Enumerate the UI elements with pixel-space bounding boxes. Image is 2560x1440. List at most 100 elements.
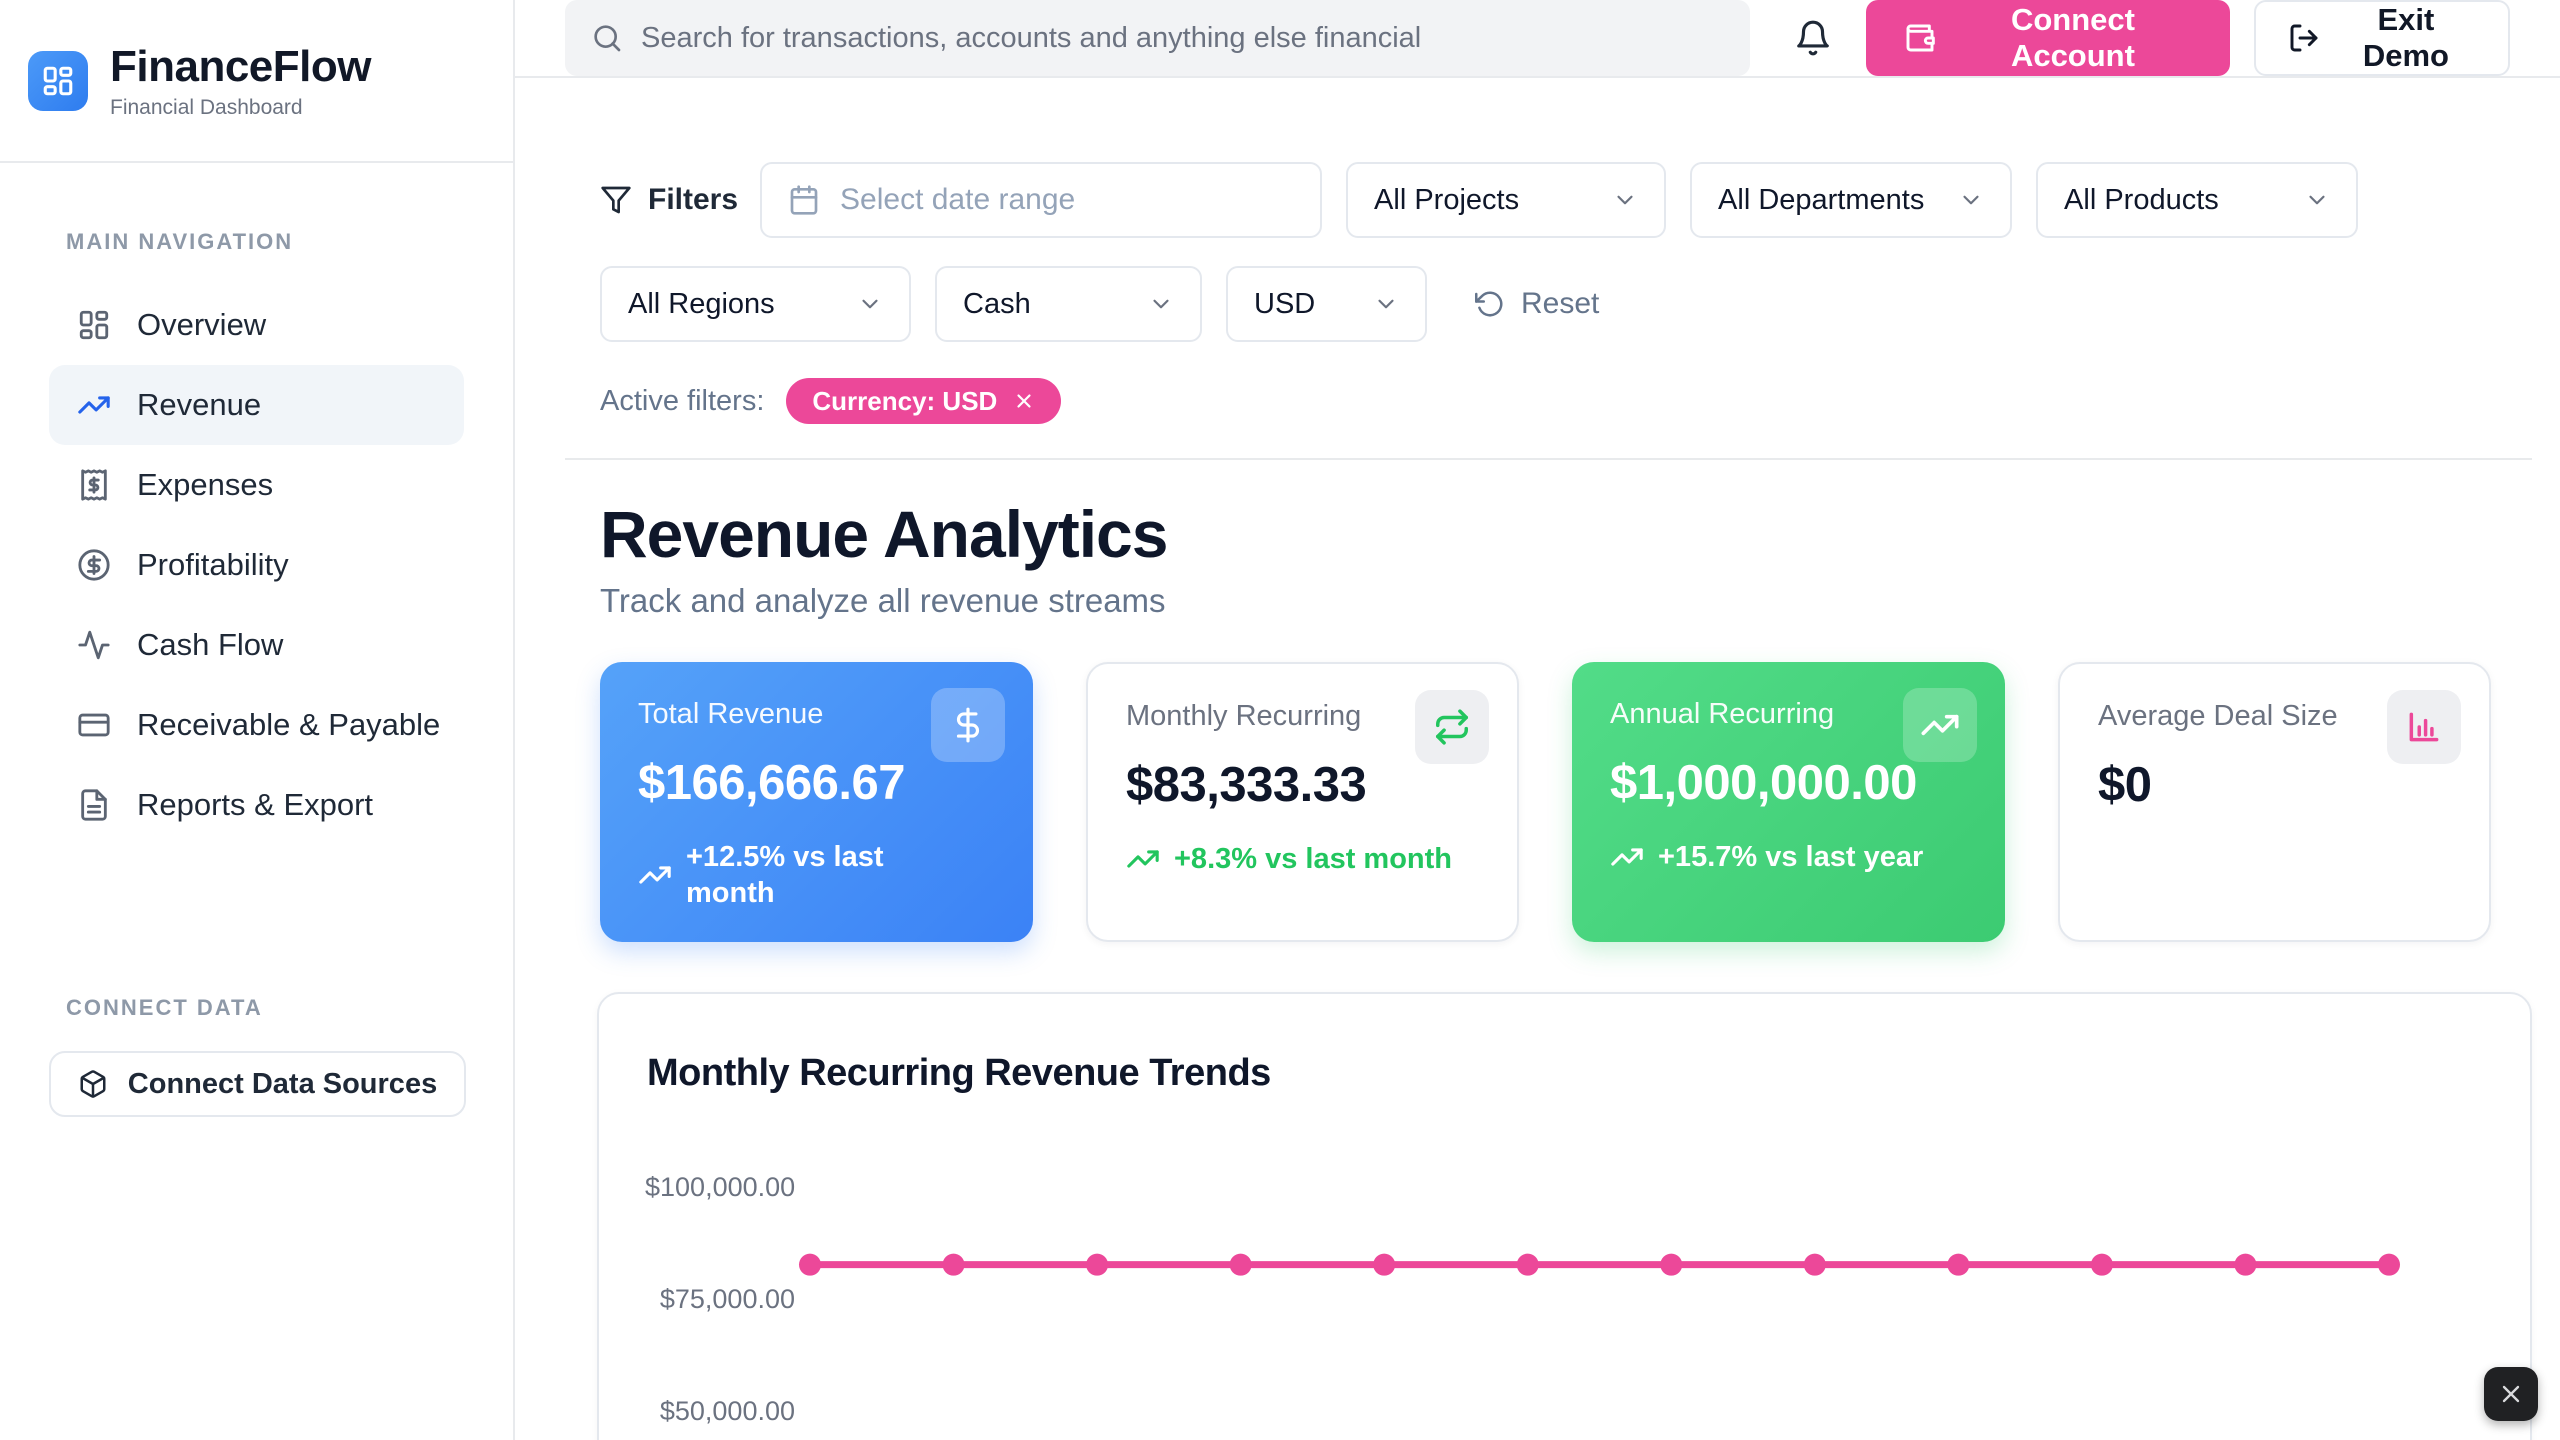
calendar-icon bbox=[788, 184, 820, 216]
exit-demo-button[interactable]: Exit Demo bbox=[2253, 0, 2510, 76]
chevron-down-icon bbox=[857, 291, 883, 317]
trending-up-icon bbox=[77, 388, 111, 422]
receipt-icon bbox=[77, 468, 111, 502]
metric-card-average-deal-size: Average Deal Size $0 bbox=[2058, 662, 2491, 942]
currency-select[interactable]: USD bbox=[1226, 266, 1427, 342]
data-point[interactable] bbox=[1373, 1253, 1396, 1276]
sidebar-item-profitability[interactable]: Profitability bbox=[49, 525, 464, 605]
close-toast-button[interactable] bbox=[2484, 1367, 2538, 1421]
data-point[interactable] bbox=[1947, 1253, 1970, 1276]
connect-account-button[interactable]: Connect Account bbox=[1866, 0, 2230, 76]
metric-value: $83,333.33 bbox=[1126, 758, 1367, 812]
chevron-down-icon bbox=[1612, 187, 1638, 213]
data-point[interactable] bbox=[1229, 1253, 1252, 1276]
search-icon bbox=[591, 22, 623, 54]
sidebar-item-cash-flow[interactable]: Cash Flow bbox=[49, 605, 464, 685]
trending-up-icon bbox=[638, 858, 672, 892]
sidebar-item-overview[interactable]: Overview bbox=[49, 285, 464, 365]
projects-filter-select[interactable]: All Projects bbox=[1346, 162, 1667, 238]
regions-filter-value: All Regions bbox=[628, 287, 775, 320]
metric-delta-text: +12.5% vs last month bbox=[686, 841, 884, 910]
mrr-trends-chart-card: Monthly Recurring Revenue Trends $100,00… bbox=[597, 992, 2532, 1440]
log-out-icon bbox=[2288, 22, 2320, 54]
nav-section-label: MAIN NAVIGATION bbox=[66, 229, 294, 254]
products-filter-value: All Products bbox=[2064, 183, 2219, 216]
sidebar-item-receivable-payable[interactable]: Receivable & Payable bbox=[49, 685, 464, 765]
data-point[interactable] bbox=[1516, 1253, 1539, 1276]
metric-label: Total Revenue bbox=[638, 698, 824, 730]
sidebar-item-expenses[interactable]: Expenses bbox=[49, 445, 464, 525]
main-navigation: Overview Revenue Expenses Profitability … bbox=[0, 285, 513, 845]
page-content: Filters All Projects All Departments bbox=[515, 78, 2560, 1440]
data-point[interactable] bbox=[1660, 1253, 1683, 1276]
brand-text: FinanceFlow Financial Dashboard bbox=[110, 42, 371, 120]
projects-filter-value: All Projects bbox=[1374, 183, 1520, 216]
date-range-field[interactable] bbox=[840, 183, 1295, 217]
sidebar-header: FinanceFlow Financial Dashboard bbox=[0, 0, 513, 163]
filters-label: Filters bbox=[648, 183, 739, 216]
app-tagline: Financial Dashboard bbox=[110, 95, 303, 119]
dollar-icon bbox=[931, 688, 1005, 762]
regions-filter-select[interactable]: All Regions bbox=[600, 266, 911, 342]
sidebar-item-label: Overview bbox=[137, 307, 267, 342]
metric-card-total-revenue: Total Revenue $166,666.67 +12.5% vs last… bbox=[600, 662, 1033, 942]
data-point[interactable] bbox=[2090, 1253, 2113, 1276]
metrics-row: Total Revenue $166,666.67 +12.5% vs last… bbox=[600, 662, 2560, 942]
trending-up-icon bbox=[1126, 842, 1160, 876]
data-point[interactable] bbox=[942, 1253, 965, 1276]
departments-filter-select[interactable]: All Departments bbox=[1690, 162, 2013, 238]
departments-filter-value: All Departments bbox=[1718, 183, 1925, 216]
bell-icon bbox=[1794, 19, 1832, 57]
search-input[interactable] bbox=[641, 21, 1724, 55]
data-point[interactable] bbox=[1803, 1253, 1826, 1276]
reset-filters-button[interactable]: Reset bbox=[1475, 287, 1599, 321]
active-filters-row: Active filters: Currency: USD bbox=[600, 378, 2560, 424]
date-range-input[interactable] bbox=[760, 162, 1323, 238]
metric-delta: +15.7% vs last year bbox=[1610, 839, 1967, 875]
sidebar-item-label: Receivable & Payable bbox=[137, 707, 441, 742]
remove-filter-x-icon[interactable] bbox=[1013, 390, 1035, 412]
chevron-down-icon bbox=[1148, 291, 1174, 317]
chart-title: Monthly Recurring Revenue Trends bbox=[647, 1052, 1271, 1094]
chevron-down-icon bbox=[1373, 291, 1399, 317]
metric-card-annual-recurring: Annual Recurring $1,000,000.00 +15.7% vs… bbox=[1572, 662, 2005, 942]
page-title: Revenue Analytics bbox=[600, 497, 1168, 571]
mrr-trend-line-chart bbox=[799, 1253, 2400, 1276]
accounting-basis-select[interactable]: Cash bbox=[935, 266, 1202, 342]
metric-value: $0 bbox=[2098, 758, 2152, 812]
currency-value: USD bbox=[1254, 287, 1316, 320]
metric-value: $166,666.67 bbox=[638, 756, 906, 810]
y-axis-tick: $100,000.00 bbox=[645, 1172, 796, 1202]
notifications-button[interactable] bbox=[1786, 11, 1840, 65]
exit-demo-label: Exit Demo bbox=[2362, 2, 2449, 73]
trending-up-icon bbox=[1903, 688, 1977, 762]
products-filter-select[interactable]: All Products bbox=[2036, 162, 2359, 238]
file-text-icon bbox=[77, 788, 111, 822]
metric-delta: +8.3% vs last month bbox=[1126, 841, 1479, 877]
data-point[interactable] bbox=[2378, 1253, 2400, 1276]
data-point[interactable] bbox=[799, 1253, 821, 1276]
y-axis-tick: $50,000.00 bbox=[659, 1396, 795, 1426]
sidebar-item-label: Reports & Export bbox=[137, 787, 374, 822]
connect-data-sources-label: Connect Data Sources bbox=[127, 1067, 438, 1100]
active-filter-chip-currency[interactable]: Currency: USD bbox=[786, 378, 1062, 424]
active-filters-label: Active filters: bbox=[600, 384, 765, 417]
global-search bbox=[565, 0, 1750, 76]
sidebar-item-label: Profitability bbox=[137, 547, 289, 582]
metric-card-monthly-recurring: Monthly Recurring $83,333.33 +8.3% vs la… bbox=[1086, 662, 1519, 942]
filter-funnel-icon bbox=[600, 184, 632, 216]
data-point[interactable] bbox=[2234, 1253, 2257, 1276]
y-axis-tick: $75,000.00 bbox=[659, 1284, 795, 1314]
sidebar-item-revenue[interactable]: Revenue bbox=[49, 365, 464, 445]
filters-block: Filters All Projects All Departments bbox=[515, 78, 2560, 424]
credit-card-icon bbox=[77, 708, 111, 742]
connect-data-sources-button[interactable]: Connect Data Sources bbox=[49, 1051, 466, 1117]
sidebar-item-label: Cash Flow bbox=[137, 627, 284, 662]
sidebar-item-reports-export[interactable]: Reports & Export bbox=[49, 765, 464, 845]
data-point[interactable] bbox=[1086, 1253, 1109, 1276]
bar-chart-icon bbox=[2387, 690, 2461, 764]
app-title: FinanceFlow bbox=[110, 41, 371, 91]
sidebar-item-label: Expenses bbox=[137, 467, 274, 502]
metric-label: Monthly Recurring bbox=[1126, 700, 1362, 732]
